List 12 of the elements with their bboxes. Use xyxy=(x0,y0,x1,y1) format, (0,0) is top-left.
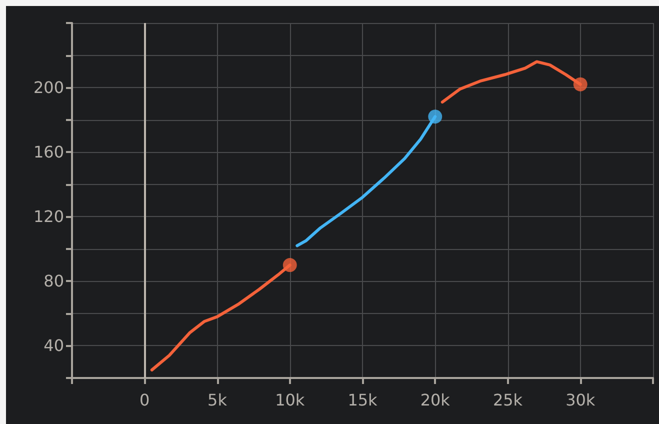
x-tick-label: 10k xyxy=(275,390,306,410)
y-tick-label: 40 xyxy=(44,336,64,356)
x-tick-label: 15k xyxy=(348,390,378,410)
x-tick-label: 25k xyxy=(492,390,524,410)
y-tick-label: 200 xyxy=(33,78,64,98)
y-tick-label: 80 xyxy=(44,272,64,291)
x-tick-label: 5k xyxy=(208,390,228,410)
y-tick-label: 120 xyxy=(33,207,64,226)
x-tick-label: 20k xyxy=(420,390,451,410)
x-tick-label: 0 xyxy=(140,390,150,410)
x-tick-label: 30k xyxy=(566,390,596,410)
y-tick-label: 160 xyxy=(33,142,64,162)
